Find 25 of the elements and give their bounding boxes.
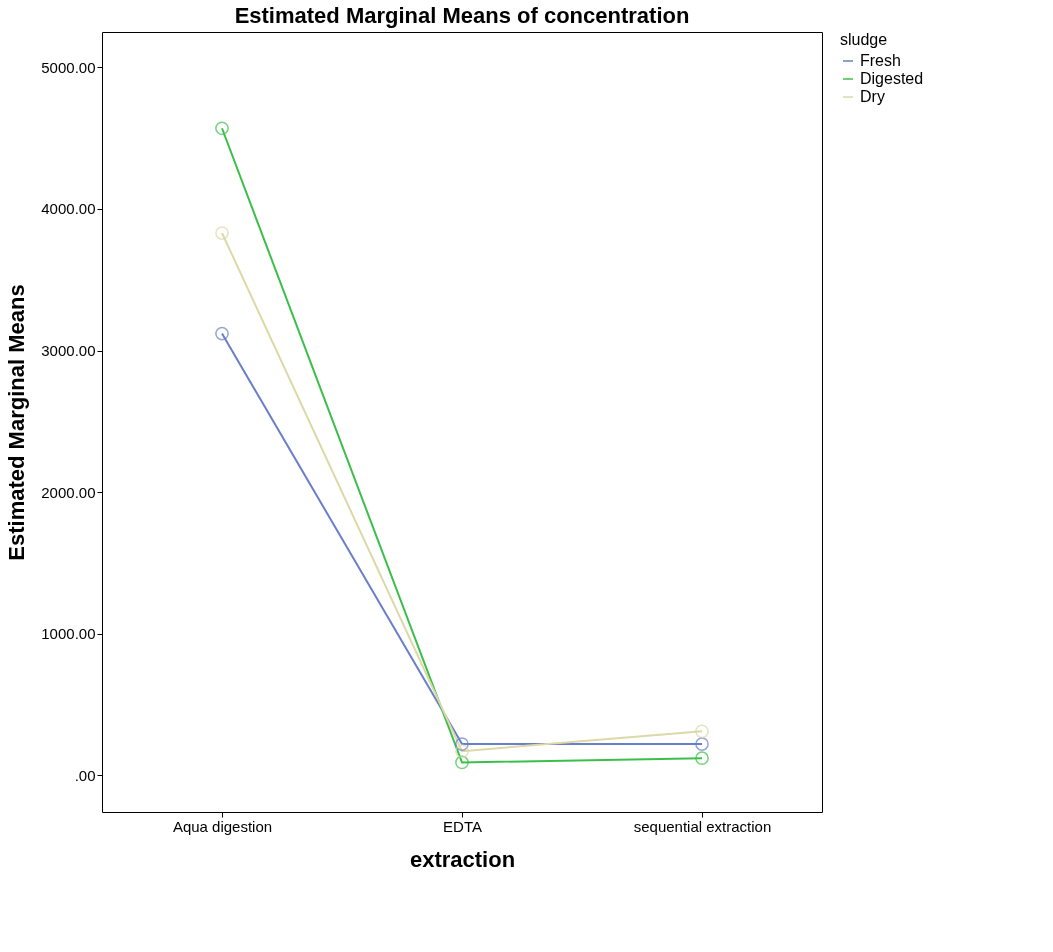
point <box>695 751 709 766</box>
point <box>215 226 229 240</box>
legend-label: Dry <box>860 88 885 105</box>
chart-title: Estimated Marginal Means of concentration <box>234 3 690 28</box>
y-tick-label: 3000.00 <box>41 342 96 360</box>
point <box>455 755 469 770</box>
legend-label: Digested <box>860 70 924 87</box>
y-tick-label: .00 <box>74 766 96 784</box>
point <box>695 737 709 751</box>
legend-label: Fresh <box>860 52 901 69</box>
x-tick-label: sequential extraction <box>633 817 772 835</box>
legend-title: sludge <box>840 31 888 48</box>
point <box>455 744 469 758</box>
point <box>455 737 469 751</box>
x-tick-label: Aqua digestion <box>172 817 273 835</box>
point <box>695 724 709 739</box>
point <box>215 121 229 136</box>
y-axis-title: Estimated Marginal Means <box>4 284 30 561</box>
point <box>215 326 229 341</box>
y-tick-label: 1000.00 <box>41 625 96 643</box>
y-tick-label: 2000.00 <box>41 483 96 501</box>
y-tick-label: 5000.00 <box>41 58 96 76</box>
x-axis-title: extraction <box>409 846 516 872</box>
y-tick-label: 4000.00 <box>41 200 96 218</box>
x-tick-label: EDTA <box>443 817 482 835</box>
